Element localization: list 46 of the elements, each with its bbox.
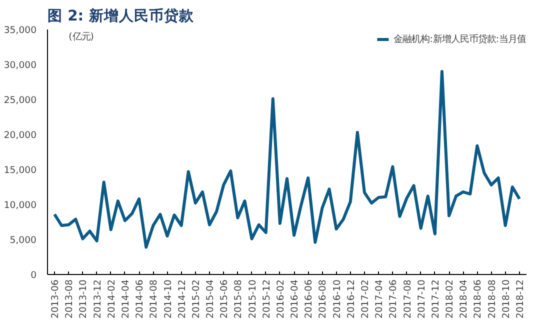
x-tick-label: 2016-06 — [304, 279, 315, 318]
x-tick-label: 2015-10 — [247, 279, 258, 318]
chart-title: 图 2: 新增人民币贷款 — [48, 6, 195, 24]
x-tick-label: 2017-10 — [416, 279, 428, 318]
x-tick-label: 2018-06 — [472, 279, 484, 318]
x-tick-label: 2014-10 — [162, 279, 174, 318]
line-series — [53, 70, 521, 249]
x-tick-label: 2014-08 — [148, 279, 160, 318]
x-tick-label: 2018-12 — [514, 279, 526, 318]
y-tick-label: 30,000 — [4, 60, 37, 71]
x-tick-label: 2015-08 — [233, 279, 244, 318]
y-axis-title: (亿元) — [68, 32, 94, 42]
x-tick-label: 2016-02 — [275, 279, 286, 318]
x-tick-label: 2015-12 — [261, 279, 272, 318]
x-tick-label: 2015-02 — [190, 279, 202, 318]
y-tick-label: 0 — [30, 270, 37, 281]
x-tick-label: 2017-02 — [360, 279, 371, 318]
x-tick-label: 2018-10 — [500, 279, 512, 318]
x-tick-label: 2018-02 — [444, 279, 456, 318]
y-tick-label: 10,000 — [4, 200, 37, 211]
y-tick-label: 20,000 — [4, 130, 37, 141]
x-tick-label: 2013-06 — [50, 279, 62, 318]
x-tick-label: 2016-12 — [346, 279, 357, 318]
x-tick-label: 2017-08 — [402, 279, 414, 318]
x-tick-label: 2013-10 — [78, 279, 90, 318]
x-tick-label: 2016-08 — [318, 279, 329, 318]
x-tick-label: 2015-06 — [219, 279, 230, 318]
x-tick-label: 2017-06 — [388, 279, 400, 318]
x-tick-label: 2016-04 — [290, 279, 301, 318]
x-tick-label: 2014-04 — [120, 279, 132, 318]
y-tick-label: 35,000 — [4, 25, 37, 36]
y-tick-label: 15,000 — [4, 165, 37, 176]
x-tick-label: 2018-04 — [458, 279, 470, 318]
x-tick-label: 2017-12 — [430, 279, 442, 318]
x-tick-label: 2014-12 — [176, 279, 188, 318]
y-tick-label: 5,000 — [10, 235, 37, 246]
x-tick-label: 2013-08 — [64, 279, 76, 318]
x-tick-label: 2013-12 — [92, 279, 104, 318]
legend-label: 金融机构:新增人民币贷款:当月值 — [394, 32, 526, 46]
x-tick-label: 2014-06 — [134, 279, 146, 318]
x-tick-label: 2016-10 — [332, 279, 343, 318]
y-tick-label: 25,000 — [4, 95, 37, 106]
x-tick-label: 2015-04 — [205, 279, 216, 318]
x-tick-label: 2017-04 — [374, 279, 386, 318]
x-tick-label: 2018-08 — [486, 279, 498, 318]
x-tick-label: 2014-02 — [106, 279, 118, 318]
